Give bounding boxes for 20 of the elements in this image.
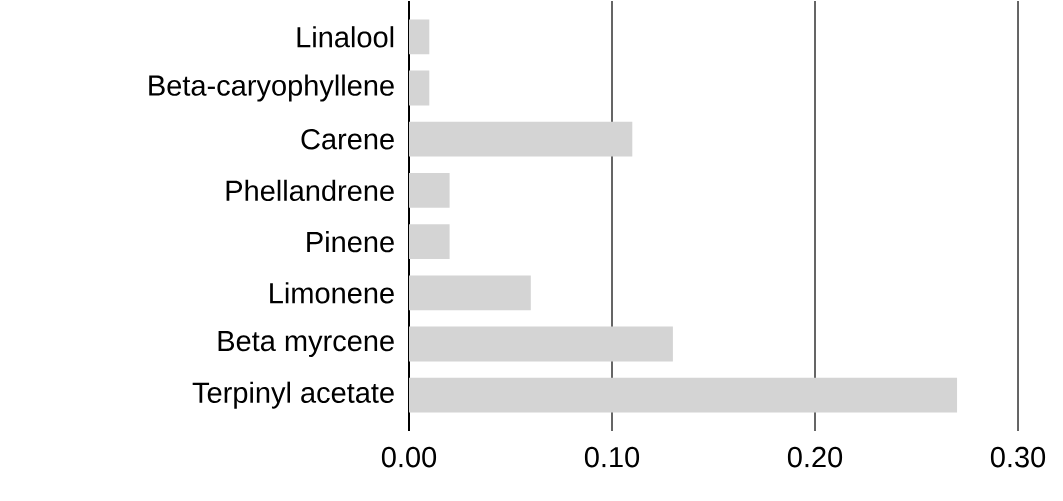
bar	[409, 326, 673, 362]
y-tick-label: Phellandrene	[226, 179, 394, 202]
bar	[409, 275, 531, 311]
bar	[409, 377, 958, 413]
x-tick-label: 0.20	[787, 446, 843, 468]
bar	[409, 121, 633, 157]
bar	[409, 70, 430, 106]
y-tick-label: Beta-caryophyllene	[149, 74, 394, 102]
x-tick-label: 0.30	[990, 446, 1046, 468]
x-tick-label: 0.10	[584, 446, 640, 468]
x-tick-label: 0.00	[381, 446, 437, 468]
y-tick-label: Pinene	[307, 230, 394, 253]
y-tick-label: Terpinyl acetate	[192, 381, 394, 409]
y-tick-label: Linalool	[297, 26, 394, 48]
bar	[409, 224, 450, 260]
bar	[409, 19, 430, 55]
bar	[409, 173, 450, 208]
y-tick-label: Beta myrcene	[218, 331, 394, 357]
y-tick-label: Carene	[301, 128, 394, 150]
y-tick-label: Limonene	[270, 282, 394, 304]
